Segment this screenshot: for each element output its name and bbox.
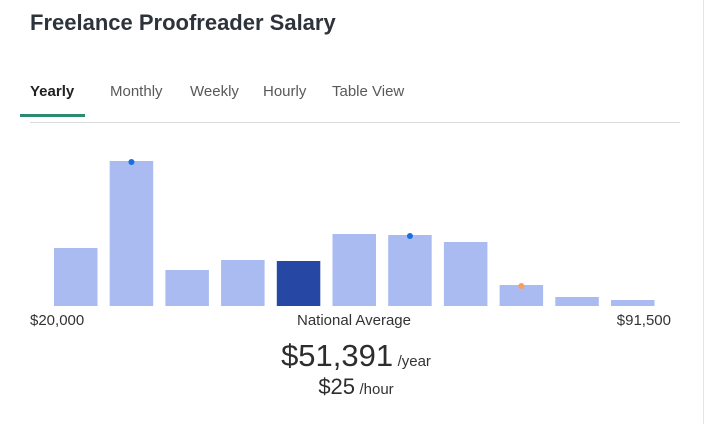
histogram — [54, 159, 655, 306]
bar-marker — [406, 233, 413, 239]
title: Freelance Proofreader Salary — [30, 10, 336, 35]
bar — [499, 285, 544, 306]
caption: National Average — [297, 312, 411, 329]
hourly-unit: /hour — [359, 381, 394, 398]
tab[interactable]: Weekly — [190, 83, 239, 100]
range-min: $20,000 — [30, 312, 85, 329]
bar — [109, 161, 154, 306]
bar — [221, 260, 265, 306]
bar — [54, 248, 98, 306]
bar-marker — [128, 159, 135, 165]
bar — [555, 297, 599, 306]
tab[interactable]: Monthly — [110, 83, 163, 100]
annual-unit: /year — [397, 353, 431, 370]
tab[interactable]: Hourly — [263, 83, 307, 100]
bar — [443, 242, 488, 306]
bar-marker — [518, 283, 525, 289]
bar — [332, 234, 376, 306]
range-max: $91,500 — [616, 312, 671, 329]
tab-bar: Yearly Monthly Weekly Hourly Table View — [20, 80, 680, 123]
hourly-salary: $25 /hour — [0, 374, 712, 400]
bar — [165, 270, 209, 306]
annual-salary: $51,391 /year — [0, 338, 712, 374]
bar — [388, 235, 432, 306]
hourly-value: $25 — [318, 374, 356, 399]
tab[interactable]: Yearly — [20, 80, 86, 117]
annual-value: $51,391 — [281, 338, 394, 373]
bar — [611, 300, 655, 306]
tab[interactable]: Table View — [332, 83, 405, 100]
bar — [276, 261, 321, 306]
